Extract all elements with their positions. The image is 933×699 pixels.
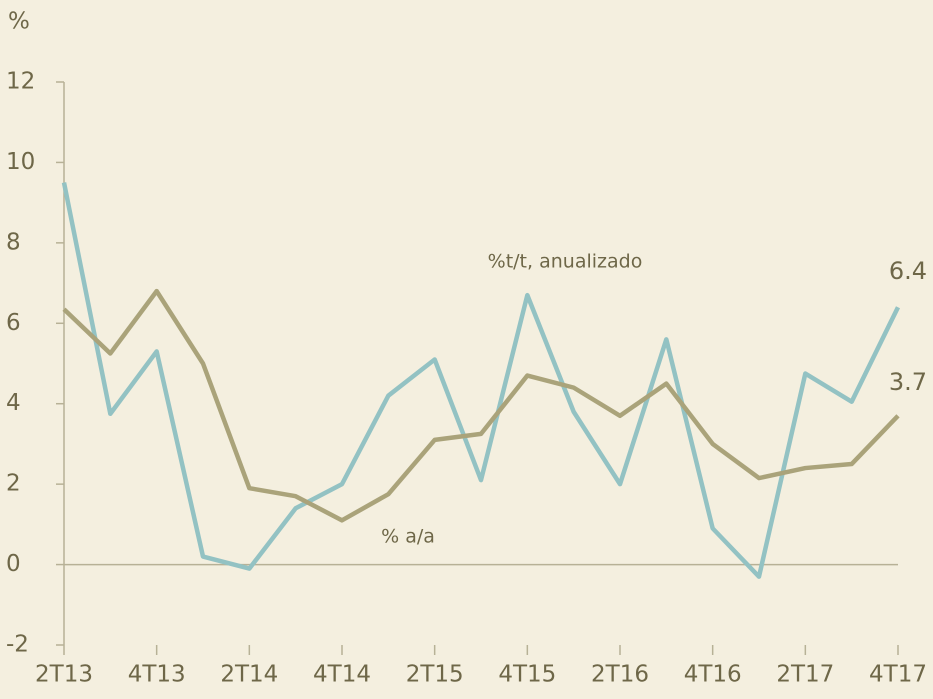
x-tick-label: 2T15 xyxy=(406,662,464,688)
x-tick-label: 4T16 xyxy=(684,662,742,688)
line-series xyxy=(62,288,900,523)
x-tick-label: 4T14 xyxy=(313,662,371,688)
y-tick-label: 10 xyxy=(6,149,35,175)
line-series xyxy=(61,182,901,579)
y-tick-label: 4 xyxy=(6,390,21,416)
y-tick-label: 2 xyxy=(6,471,21,497)
x-tick-label: 4T13 xyxy=(128,662,186,688)
series-label: %t/t, anualizado xyxy=(488,251,643,273)
y-tick-label: 0 xyxy=(6,551,21,577)
y-tick-label: -2 xyxy=(6,632,29,658)
x-tick-label: 2T16 xyxy=(591,662,649,688)
x-tick-label: 4T17 xyxy=(869,662,927,688)
y-axis-label: % xyxy=(8,9,30,35)
y-tick-label: 8 xyxy=(6,229,21,255)
end-value-label: 3.7 xyxy=(889,368,927,396)
x-tick-label: 4T15 xyxy=(498,662,556,688)
y-tick-label: 6 xyxy=(6,310,21,336)
x-tick-label: 2T17 xyxy=(776,662,834,688)
y-tick-label: 12 xyxy=(6,69,35,95)
x-tick-label: 2T14 xyxy=(220,662,278,688)
series-label: % a/a xyxy=(381,526,435,548)
end-value-label: 6.4 xyxy=(889,257,927,285)
x-tick-label: 2T13 xyxy=(35,662,93,688)
